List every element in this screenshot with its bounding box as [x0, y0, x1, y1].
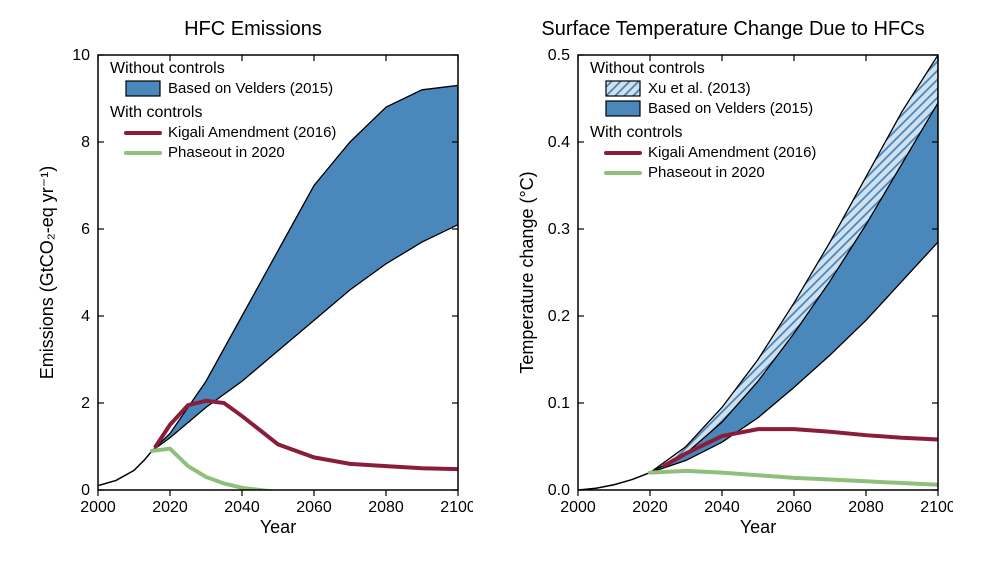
- y-tick-label: 0.3: [548, 221, 570, 238]
- figure-container: HFC Emissions 20002020204020602080210002…: [0, 0, 986, 564]
- phaseout-line: [650, 471, 938, 485]
- x-tick-label: 2020: [152, 499, 188, 516]
- legend-item-label: Phaseout in 2020: [648, 164, 765, 181]
- legend-item-label: Based on Velders (2015): [168, 80, 333, 97]
- legend-item-label: Based on Velders (2015): [648, 100, 813, 117]
- x-tick-label: 2060: [776, 499, 812, 516]
- x-tick-label: 2060: [296, 499, 332, 516]
- x-tick-label: 2080: [368, 499, 404, 516]
- legend-swatch-hatch: [606, 81, 640, 96]
- y-tick-label: 2: [81, 395, 90, 412]
- historic-line: [578, 473, 650, 490]
- x-axis-label: Year: [260, 517, 296, 537]
- x-axis-label: Year: [740, 517, 776, 537]
- legend-group-title: Without controls: [590, 60, 705, 77]
- legend-item-label: Xu et al. (2013): [648, 80, 751, 97]
- legend: Without controls Xu et al. (2013) Based on…: [590, 60, 816, 181]
- y-tick-label: 0.1: [548, 395, 570, 412]
- legend-group-title: With controls: [110, 104, 202, 121]
- y-tick-label: 8: [81, 134, 90, 151]
- y-tick-label: 0.2: [548, 308, 570, 325]
- legend-swatch-band: [606, 101, 640, 116]
- right-chart-svg: 2000 2020 2040 2060 2080 2100 0.0 0.1 0.2 0.3 0.4 0…: [513, 45, 953, 545]
- y-tick-label: 0: [81, 482, 90, 499]
- legend-group-title: With controls: [590, 124, 682, 141]
- x-tick-label: 2040: [704, 499, 740, 516]
- x-tick-label: 2000: [80, 499, 116, 516]
- legend-group-title: Without controls: [110, 60, 225, 77]
- x-tick-label: 2020: [632, 499, 668, 516]
- legend: Without controls Based on Velders (2015) W…: [110, 60, 336, 161]
- left-panel-title: HFC Emissions: [33, 18, 473, 41]
- legend-item-label: Kigali Amendment (2016): [648, 144, 816, 161]
- legend-item-label: Phaseout in 2020: [168, 144, 285, 161]
- right-panel: Surface Temperature Change Due to HFCs 2…: [513, 18, 953, 550]
- legend-item-label: Kigali Amendment (2016): [168, 124, 336, 141]
- left-chart-svg: 2000 2020 2040 2060 2080 2100 0 2 4 6 8 10 Year Emiss…: [33, 45, 473, 545]
- y-axis-label: Temperature change (°C): [517, 171, 537, 373]
- legend-swatch-band: [126, 81, 160, 96]
- right-panel-title: Surface Temperature Change Due to HFCs: [513, 18, 953, 41]
- left-panel: HFC Emissions 20002020204020602080210002…: [33, 18, 473, 550]
- y-tick-label: 0.0: [548, 482, 570, 499]
- x-tick-label: 2040: [224, 499, 260, 516]
- y-tick-label: 0.5: [548, 47, 570, 64]
- historic-line: [98, 451, 152, 486]
- x-tick-label: 2100: [920, 499, 953, 516]
- y-tick-label: 0.4: [548, 134, 570, 151]
- y-tick-label: 10: [72, 47, 90, 64]
- x-tick-label: 2080: [848, 499, 884, 516]
- x-tick-label: 2100: [440, 499, 473, 516]
- y-tick-label: 4: [81, 308, 90, 325]
- y-axis-label: Emissions (GtCO₂-eq yr⁻¹): [37, 166, 57, 380]
- y-tick-label: 6: [81, 221, 90, 238]
- x-tick-label: 2000: [560, 499, 596, 516]
